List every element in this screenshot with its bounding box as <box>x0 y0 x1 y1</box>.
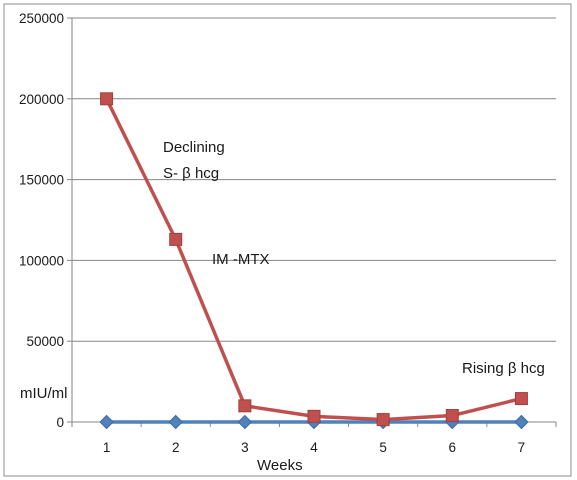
series-1 <box>100 92 528 427</box>
series <box>99 92 529 430</box>
x-tick-label: 6 <box>449 440 457 455</box>
data-point-diamond <box>514 414 529 430</box>
data-point-diamond <box>99 414 114 430</box>
y-tick-label: 0 <box>56 415 64 430</box>
y-tick-label: 50000 <box>26 334 64 349</box>
annotation-declining-line-1: Declining <box>163 139 225 156</box>
annotation-rising: Rising β hcg <box>462 360 545 377</box>
x-tick-label: 4 <box>310 440 318 455</box>
data-point-square <box>445 409 459 423</box>
x-tick-label: 1 <box>103 440 111 455</box>
gridlines <box>67 17 557 427</box>
data-point-square <box>376 413 390 427</box>
y-tick-label: 250000 <box>19 11 64 26</box>
x-tick-label: 7 <box>518 440 526 455</box>
x-tick-label: 5 <box>379 440 387 455</box>
data-point-square <box>238 399 252 413</box>
chart-border <box>3 3 572 477</box>
x-axis-title: Weeks <box>257 457 303 474</box>
x-tick-label: 2 <box>172 440 180 455</box>
y-axis-title: mIU/ml <box>20 385 68 402</box>
y-tick-label: 150000 <box>19 173 64 188</box>
data-point-diamond <box>237 414 253 430</box>
annotation-im-mtx: IM -MTX <box>212 251 270 268</box>
x-tick-labels: 1 2 3 4 5 6 7 <box>103 440 525 455</box>
x-tick-label: 3 <box>241 440 249 455</box>
data-point-diamond <box>168 414 183 430</box>
y-tick-label: 100000 <box>19 253 64 268</box>
annotation-declining-line-2: S- β hcg <box>163 165 219 182</box>
data-point-square <box>169 232 183 246</box>
data-point-square <box>307 409 321 423</box>
data-point-square <box>100 92 114 106</box>
y-tick-labels: 0 50000 100000 150000 200000 250000 <box>19 11 64 430</box>
data-point-square <box>514 392 528 406</box>
y-tick-label: 200000 <box>19 92 64 107</box>
